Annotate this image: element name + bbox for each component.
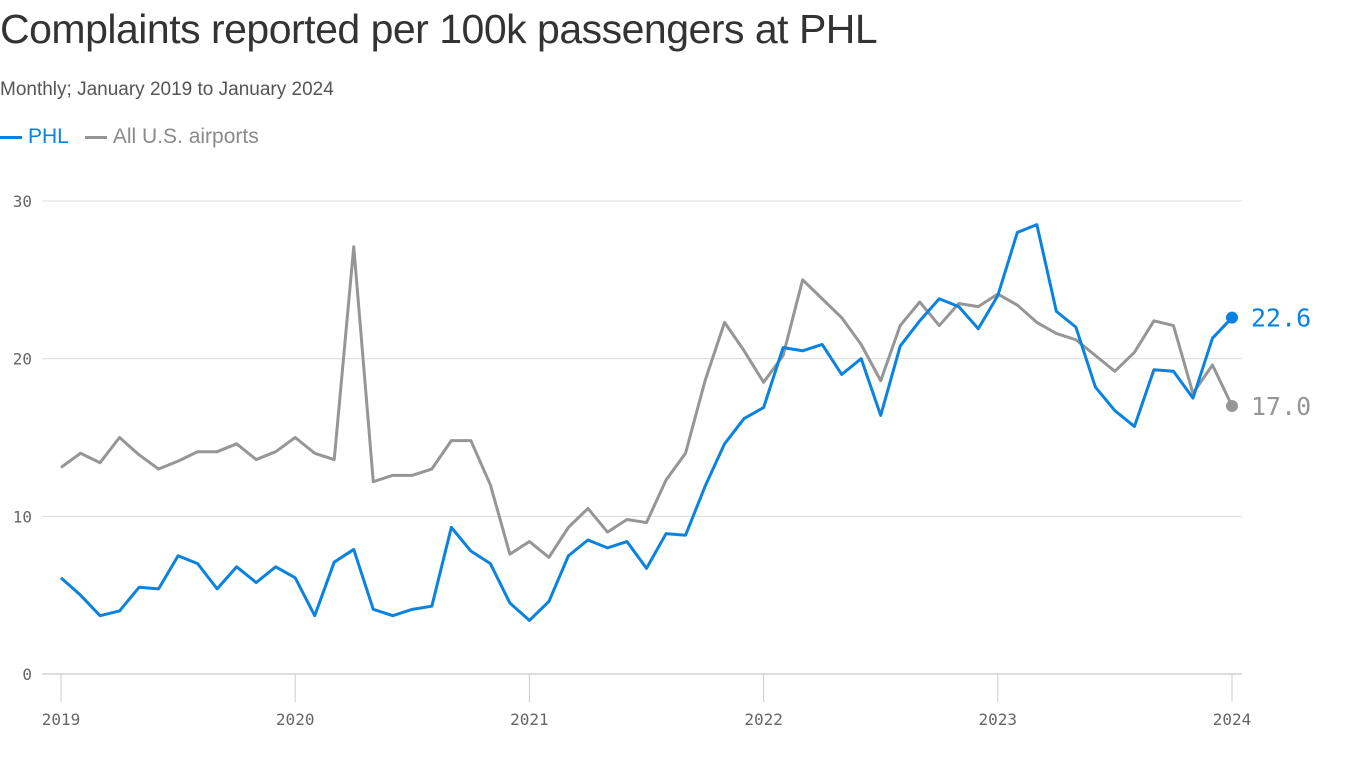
end-label-phl: 22.6 bbox=[1251, 304, 1311, 333]
data-point bbox=[1226, 399, 1238, 412]
legend-label-all-us: All U.S. airports bbox=[112, 125, 259, 148]
y-tick-label: 0 bbox=[22, 665, 32, 684]
legend: PHL All U.S. airports bbox=[0, 125, 259, 149]
legend-swatch-all-us bbox=[84, 135, 107, 139]
x-tick-label: 2023 bbox=[979, 710, 1018, 729]
x-tick-label: 2022 bbox=[744, 710, 783, 729]
end-label-all-us: 17.0 bbox=[1251, 392, 1311, 421]
y-tick-label: 30 bbox=[13, 192, 32, 211]
legend-swatch-phl bbox=[0, 135, 22, 139]
legend-label-phl: PHL bbox=[28, 125, 69, 148]
y-tick-label: 20 bbox=[13, 350, 32, 369]
y-tick-label: 10 bbox=[13, 507, 32, 526]
legend-item-phl: PHL bbox=[0, 125, 69, 149]
series-line-phl bbox=[60, 223, 1234, 622]
x-tick-label: 2020 bbox=[276, 710, 315, 729]
legend-item-all-us: All U.S. airports bbox=[84, 125, 259, 149]
data-point bbox=[1226, 311, 1238, 324]
x-tick-label: 2024 bbox=[1213, 710, 1252, 729]
x-tick-label: 2019 bbox=[42, 710, 81, 729]
chart-subtitle: Monthly; January 2019 to January 2024 bbox=[0, 79, 334, 100]
chart-title: Complaints reported per 100k passengers … bbox=[0, 6, 878, 52]
x-tick-label: 2021 bbox=[510, 710, 549, 729]
series-line-all-us bbox=[60, 245, 1234, 559]
